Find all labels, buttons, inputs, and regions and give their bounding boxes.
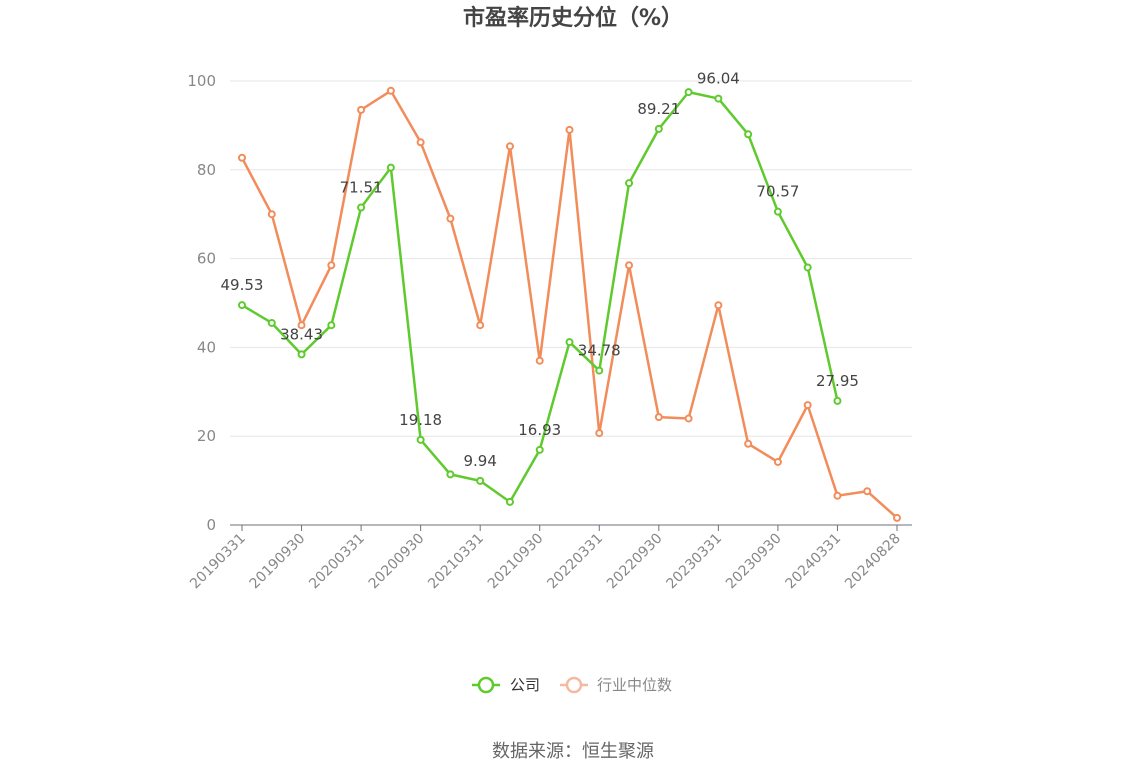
data-source-text: 数据来源：恒生聚源 (492, 741, 654, 762)
grid-lines (230, 80, 912, 437)
x-tick-label: 20210331 (425, 531, 487, 593)
legend-item-company[interactable]: 公司 (472, 676, 540, 694)
series-company (238, 88, 842, 506)
data-label: 27.95 (816, 372, 859, 390)
data-point[interactable] (357, 105, 366, 114)
data-point[interactable] (535, 445, 544, 454)
data-point[interactable] (238, 153, 246, 162)
data-point[interactable] (773, 207, 782, 216)
data-point[interactable] (446, 214, 455, 223)
data-point[interactable] (863, 487, 872, 496)
legend: 公司 行业中位数 (472, 676, 672, 694)
data-label: 38.43 (280, 325, 323, 343)
legend-item-industry-median[interactable]: 行业中位数 (560, 676, 672, 694)
data-point[interactable] (595, 429, 604, 438)
data-label: 89.21 (637, 100, 680, 118)
data-point[interactable] (803, 401, 812, 410)
data-point[interactable] (327, 261, 336, 270)
data-point[interactable] (654, 413, 663, 422)
data-point[interactable] (625, 179, 634, 188)
data-point[interactable] (476, 321, 485, 330)
x-tick-label: 20200331 (306, 531, 368, 593)
data-point[interactable] (386, 163, 395, 172)
data-point[interactable] (833, 491, 842, 500)
y-tick-label: 80 (197, 161, 216, 179)
data-label: 96.04 (697, 70, 740, 88)
data-point[interactable] (893, 513, 901, 522)
y-tick-label: 0 (206, 516, 216, 534)
data-point[interactable] (327, 321, 336, 330)
data-point[interactable] (535, 356, 544, 365)
data-point[interactable] (714, 94, 723, 103)
data-point[interactable] (744, 130, 753, 139)
data-point[interactable] (357, 203, 366, 212)
data-point[interactable] (595, 366, 604, 375)
legend-circle-icon (565, 676, 583, 694)
data-label: 49.53 (221, 276, 264, 294)
y-tick-label: 20 (197, 427, 216, 445)
data-point[interactable] (446, 470, 455, 479)
x-tick-label: 20220930 (604, 531, 666, 593)
chart-title: 市盈率历史分位（%） (463, 5, 683, 31)
x-tick-label: 20220331 (544, 531, 606, 593)
legend-circle-icon (477, 676, 495, 694)
data-point[interactable] (684, 88, 693, 97)
data-point[interactable] (416, 138, 425, 147)
data-point[interactable] (297, 350, 306, 359)
data-label: 71.51 (340, 178, 383, 196)
data-point[interactable] (654, 124, 663, 133)
data-labels: 49.53 38.43 71.51 19.18 9.94 16.93 34.78 89.21 9… (221, 70, 859, 470)
data-label: 16.93 (518, 421, 561, 439)
series-industry-median (238, 86, 901, 522)
data-point[interactable] (416, 435, 425, 444)
data-point[interactable] (565, 125, 574, 134)
x-tick-label: 20230331 (663, 531, 725, 593)
data-point[interactable] (297, 321, 306, 330)
data-point[interactable] (238, 301, 246, 310)
x-tick-label: 20240331 (783, 531, 845, 593)
data-point[interactable] (773, 457, 782, 466)
legend-label: 公司 (510, 676, 540, 694)
data-point[interactable] (386, 86, 395, 95)
data-point[interactable] (803, 263, 812, 272)
data-label: 19.18 (399, 411, 442, 429)
x-tick-label: 20190331 (187, 531, 249, 593)
data-point[interactable] (505, 497, 514, 506)
data-point[interactable] (714, 301, 723, 310)
data-point[interactable] (744, 439, 753, 448)
y-tick-label: 100 (187, 72, 216, 90)
data-label: 9.94 (463, 452, 496, 470)
data-label: 34.78 (578, 342, 621, 360)
data-point[interactable] (625, 261, 634, 270)
y-tick-label: 60 (197, 250, 216, 268)
x-tick-label: 20200930 (366, 531, 428, 593)
data-point[interactable] (505, 142, 514, 151)
data-point[interactable] (833, 396, 842, 405)
data-point[interactable] (267, 318, 276, 327)
data-point[interactable] (565, 338, 574, 347)
x-tick-label: 20230930 (723, 531, 785, 593)
x-tick-label: 20190930 (247, 531, 309, 593)
data-point[interactable] (267, 210, 276, 219)
x-tick-label: 20240828 (842, 531, 904, 593)
data-point[interactable] (476, 476, 485, 485)
legend-label: 行业中位数 (597, 676, 672, 694)
data-label: 70.57 (756, 183, 799, 201)
series-line (240, 89, 898, 519)
x-tick-label: 20210930 (485, 531, 547, 593)
data-point[interactable] (684, 414, 693, 423)
y-tick-label: 40 (197, 338, 216, 356)
series-lines (238, 86, 901, 522)
